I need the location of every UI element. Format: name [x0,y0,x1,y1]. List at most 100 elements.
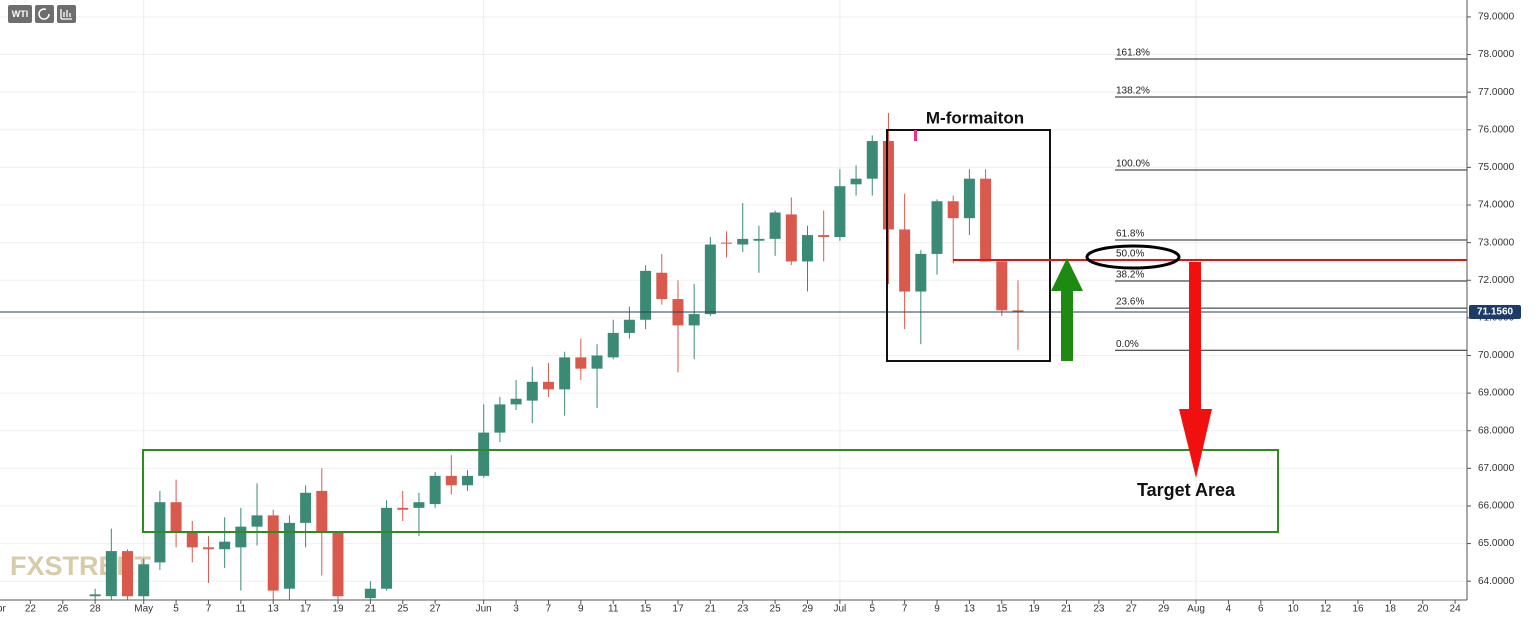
fib-label: 0.0% [1116,339,1139,350]
down-arrow-head [1179,409,1212,478]
candle-body [931,201,943,254]
grid [0,0,1467,600]
x-tick-label: 25 [770,604,782,615]
x-tick-label: 21 [1061,604,1073,615]
marker [914,130,917,141]
x-tick-label: 17 [300,604,312,615]
last-price-box [1469,305,1521,319]
candle-body [364,588,376,599]
down-arrow-shaft [1189,262,1201,410]
fib-levels: 161.8% 138.2% 100.0% 61.8% 50.0% 38.2% 23.6% 0.… [1115,48,1467,351]
x-tick-label: 19 [1029,604,1041,615]
y-tick-label: 65.0000 [1478,538,1515,549]
candle-body [737,238,749,245]
y-tick-label: 74.0000 [1478,200,1515,211]
candle-body [316,490,328,533]
candle-body [219,541,231,550]
fib-label: 50.0% [1116,249,1144,260]
x-tick-label: 7 [206,604,212,615]
candle-body [381,507,393,589]
up-arrow-head [1051,258,1083,291]
y-tick-label: 66.0000 [1478,501,1515,512]
x-tick-label: 18 [1385,604,1397,615]
x-tick-label: 23 [1093,604,1105,615]
candle-body [623,319,635,333]
candle-body [818,235,830,237]
candle-body [235,526,247,548]
candle-body [769,212,781,239]
x-tick-label: 11 [236,604,247,615]
y-tick-label: 69.0000 [1478,388,1515,399]
x-tick-label: Jun [476,604,492,615]
candle-body [332,532,344,597]
x-tick-label: 21 [705,604,717,615]
candle-body [202,547,214,550]
candle-body [478,432,490,476]
annotations: M-formaiton Target Area [142,108,1467,533]
x-tick-label: 7 [902,604,908,615]
candle-body [721,242,733,244]
x-tick-label: 13 [268,604,280,615]
x-tick-label: May [134,604,153,615]
candle-body [640,270,652,320]
pattern-label: M-formaiton [926,108,1024,127]
y-tick-label: 68.0000 [1478,425,1515,436]
candle-body [283,522,295,589]
x-tick-label: 16 [1352,604,1364,615]
candle-body [170,502,182,533]
x-tick-label: Aug [1187,604,1205,615]
candle-body [267,515,279,591]
candle-body [251,515,263,527]
x-tick-label: 11 [608,604,619,615]
candle-body [850,178,862,185]
x-tick-label: 19 [332,604,344,615]
candle-body [963,178,975,219]
candle-body [300,492,312,523]
x-tick-label: 27 [1126,604,1138,615]
fib-label: 161.8% [1116,48,1150,59]
refresh-button[interactable] [35,5,54,23]
x-tick-label: 5 [869,604,875,615]
x-tick-label: 23 [737,604,749,615]
candle-body [607,332,619,358]
y-tick-label: 77.0000 [1478,87,1515,98]
candle-body [656,272,668,300]
y-tick-label: 70.0000 [1478,350,1515,361]
y-tick-label: 64.0000 [1478,576,1515,587]
symbol-button[interactable] [8,5,32,23]
candle-body [1012,310,1024,312]
candle-body [591,355,603,369]
x-tick-label: 12 [1320,604,1332,615]
target-box [142,449,1279,533]
candle-body [996,261,1008,311]
x-tick-label: 20 [1417,604,1429,615]
symbol: WTI [12,9,29,19]
candle-body [834,186,846,237]
candle-body [105,551,117,597]
candle-body [688,314,700,326]
x-tick-label: Apr [0,604,6,615]
candle-body [542,381,554,390]
refresh-icon [38,8,50,20]
x-tick-label: 21 [365,604,377,615]
candle-body [559,357,571,390]
x-tick-label: 29 [802,604,814,615]
x-tick-label: 27 [430,604,442,615]
candle-body [802,235,813,262]
toolbar: WTI [8,5,76,23]
candle-body [753,238,765,241]
fib-label: 61.8% [1116,229,1144,240]
x-tick-label: 10 [1288,604,1300,615]
last-price-label: 71.1560 [1477,307,1514,318]
candle-body [785,214,797,262]
candle-body [462,475,474,486]
up-arrow-shaft [1061,290,1073,361]
fib-label: 23.6% [1116,297,1144,308]
target-label: Target Area [1137,480,1236,500]
x-axis-panel [0,600,1536,635]
candle-body [429,475,441,505]
highlight-ellipse [1085,244,1181,270]
fib-label: 100.0% [1116,159,1150,170]
